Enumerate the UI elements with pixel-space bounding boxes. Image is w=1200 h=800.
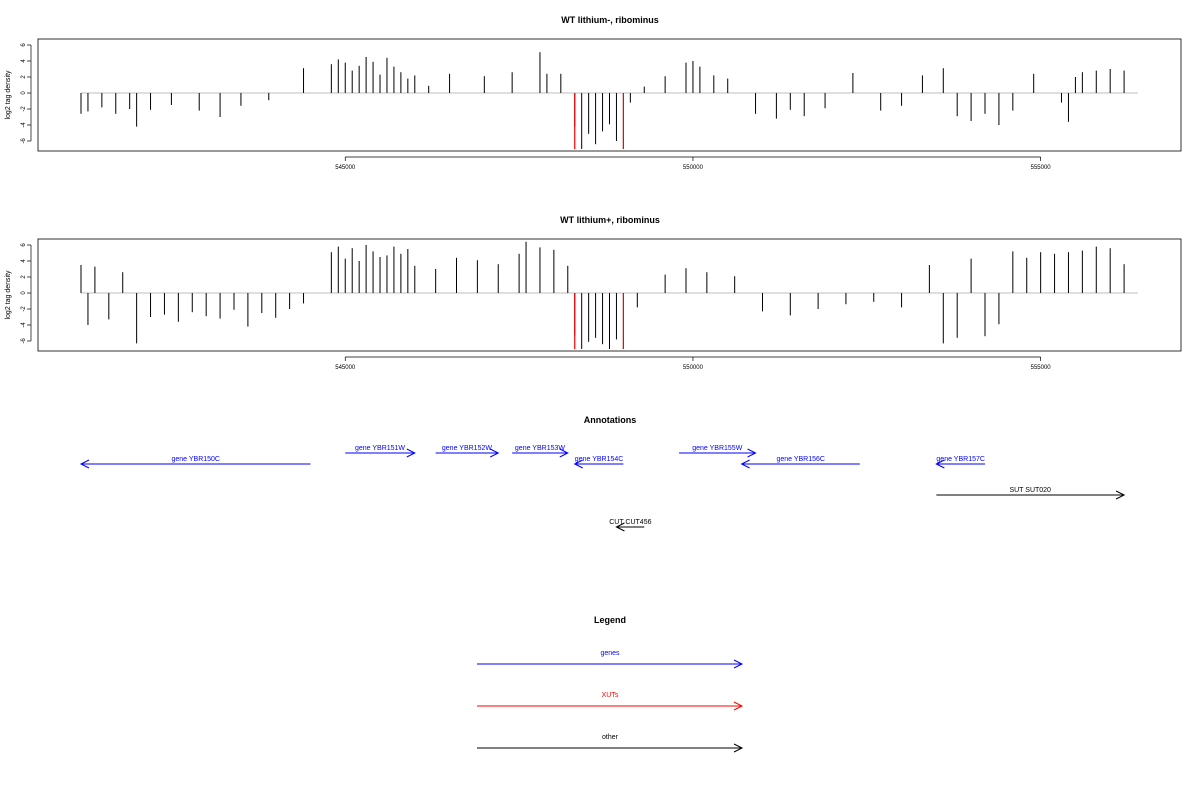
annotation-feature: SUT SUT020	[936, 487, 1126, 500]
annotation-feature: gene YBR152W	[435, 445, 500, 458]
coverage-bars	[80, 241, 1125, 349]
axes: -6 -4 -2 0 2 4 6 545000 550000 555000	[21, 43, 1051, 171]
arrow-head	[733, 659, 744, 669]
panel-lithium-minus: WT lithium-, ribominus log2 tag density …	[5, 15, 1182, 171]
annotation-feature: gene YBR153W	[512, 445, 569, 458]
arrow-head	[1115, 490, 1126, 500]
legend-entry: other	[477, 734, 744, 753]
arrow-head	[733, 701, 744, 711]
legend-panel: Legend genes XUTs other	[477, 615, 744, 753]
annotation-label: gene YBR151W	[355, 445, 405, 452]
arrow-head	[406, 448, 416, 458]
annotation-feature: gene YBR151W	[345, 445, 416, 458]
annotation-label: gene YBR155W	[692, 445, 742, 452]
y-axis-label: log2 tag density	[5, 70, 12, 120]
arrow-head	[747, 448, 757, 458]
annotation-feature: gene YBR156C	[740, 456, 860, 469]
annotation-feature: gene YBR157C	[935, 456, 986, 469]
y-tick-label: -2	[21, 306, 27, 312]
y-axis-label: log2 tag density	[5, 270, 12, 320]
legend-title: Legend	[594, 615, 626, 625]
y-tick-label: 0	[21, 91, 27, 95]
legend-entry: genes	[477, 650, 744, 669]
x-tick-label: 555000	[1031, 365, 1052, 371]
y-tick-label: 2	[21, 75, 27, 79]
arrow-head	[559, 448, 569, 458]
annotation-label: SUT SUT020	[1009, 487, 1051, 494]
panel-lithium-plus: WT lithium+, ribominus log2 tag density …	[5, 215, 1182, 371]
legend-label: XUTs	[602, 692, 619, 699]
arrow-head	[733, 743, 744, 753]
panel-title: WT lithium-, ribominus	[561, 15, 659, 25]
annotation-tracks: gene YBR150C gene YBR151W gene YBR152W gene…	[79, 445, 1126, 532]
plot-frame	[37, 238, 1182, 352]
annotation-label: gene YBR153W	[515, 445, 565, 452]
x-tick-label: 545000	[335, 165, 356, 171]
annotation-label: gene YBR154C	[575, 456, 624, 463]
annotation-feature: CUT CUT456	[609, 519, 652, 532]
x-tick-label: 555000	[1031, 165, 1052, 171]
plot-frame	[37, 38, 1182, 152]
legend-label: genes	[600, 650, 620, 657]
x-tick-label: 550000	[683, 165, 704, 171]
annotation-feature: gene YBR154C	[573, 456, 624, 469]
legend-label: other	[602, 734, 619, 741]
annotation-feature: gene YBR150C	[79, 456, 311, 469]
y-tick-label: 2	[21, 275, 27, 279]
arrow-head	[740, 459, 750, 469]
y-tick-label: -4	[21, 322, 27, 328]
annotation-label: CUT CUT456	[609, 519, 651, 526]
annotation-feature: gene YBR155W	[679, 445, 757, 458]
annotation-label: gene YBR150C	[171, 456, 220, 463]
arrow-head	[935, 459, 945, 469]
axes: -6 -4 -2 0 2 4 6 545000 550000 555000	[21, 243, 1051, 371]
arrow-head	[573, 459, 583, 469]
coverage-bars	[80, 52, 1125, 149]
arrow-head	[615, 522, 625, 532]
annotation-label: gene YBR152W	[442, 445, 492, 452]
arrow-head	[490, 448, 500, 458]
y-tick-label: -2	[21, 106, 27, 112]
y-tick-label: -6	[21, 338, 27, 344]
panel-title: WT lithium+, ribominus	[560, 215, 660, 225]
annotation-label: gene YBR157C	[936, 456, 985, 463]
arrow-head	[79, 459, 90, 469]
x-tick-label: 545000	[335, 365, 356, 371]
y-tick-label: 0	[21, 291, 27, 295]
legend-entries: genes XUTs other	[477, 650, 744, 753]
x-tick-label: 550000	[683, 365, 704, 371]
annotation-label: gene YBR156C	[776, 456, 825, 463]
y-tick-label: 4	[21, 259, 27, 263]
y-tick-label: 6	[21, 43, 27, 47]
y-tick-label: -4	[21, 122, 27, 128]
y-tick-label: 6	[21, 243, 27, 247]
y-tick-label: 4	[21, 59, 27, 63]
annotations-title: Annotations	[584, 415, 637, 425]
legend-entry: XUTs	[477, 692, 744, 711]
y-tick-label: -6	[21, 138, 27, 144]
